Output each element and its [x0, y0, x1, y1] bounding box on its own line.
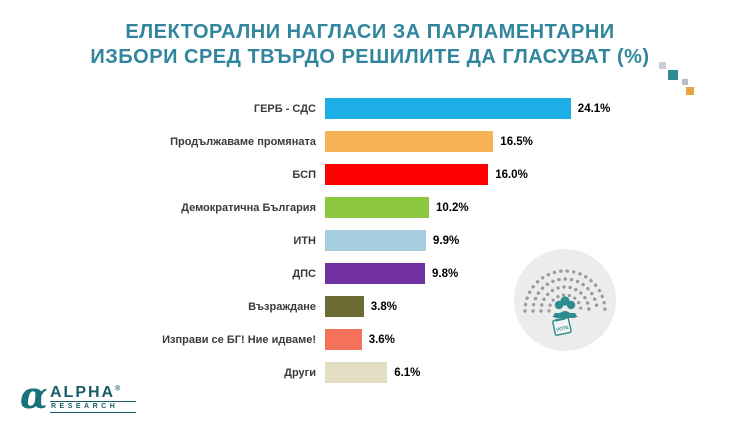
alpha-research-logo: ɑ ALPHA® RESEARCH — [20, 376, 150, 422]
bar-track: 9.8% — [325, 263, 458, 284]
bar-value: 3.8% — [370, 300, 398, 313]
bar-value: 6.1% — [394, 366, 421, 379]
logo-text: ALPHA® — [50, 384, 123, 401]
bar — [325, 263, 425, 284]
bar-label: Продължаваме промяната — [170, 135, 316, 148]
bar-rows: ГЕРБ - СДС 24.1% Продължаваме промяната … — [0, 92, 620, 389]
bar-row: ДПС 9.8% — [0, 257, 620, 290]
logo-divider-bottom — [50, 412, 136, 413]
bar-chart: ГЕРБ - СДС 24.1% Продължаваме промяната … — [0, 92, 620, 389]
bar-value: 3.6% — [368, 333, 395, 346]
parliament-seats-icon: VOTE — [523, 269, 607, 336]
decor-square — [682, 79, 688, 85]
bar-row: Изправи се БГ! Ние идваме! 3.6% — [0, 323, 620, 356]
bar — [325, 230, 426, 251]
bar-track: 6.1% — [325, 362, 420, 383]
chart-title-line2: ИЗБОРИ СРЕД ТВЪРДО РЕШИЛИТЕ ДА ГЛАСУВАТ … — [90, 46, 650, 68]
bar-row: Продължаваме промяната 16.5% — [0, 125, 620, 158]
decor-square — [686, 87, 694, 95]
ballot-box-icon: VOTE — [552, 317, 572, 336]
bar-track: 3.8% — [325, 296, 397, 317]
bar-value: 16.0% — [495, 168, 528, 181]
bar-row: ИТН 9.9% — [0, 224, 620, 257]
bar — [325, 296, 364, 317]
bar-value: 9.9% — [433, 234, 460, 247]
voters-icon — [552, 296, 578, 318]
bar-label: Възраждане — [248, 300, 316, 313]
bar-track: 24.1% — [325, 98, 610, 119]
bar-label: Изправи се БГ! Ние идваме! — [162, 333, 316, 346]
bar-track: 3.6% — [325, 329, 395, 350]
bar-label: ГЕРБ - СДС — [253, 102, 316, 115]
bar-label: Други — [284, 366, 316, 379]
decor-square — [668, 70, 678, 80]
registered-mark: ® — [115, 385, 123, 393]
bar — [325, 329, 362, 350]
bar — [325, 131, 494, 152]
bar — [325, 197, 429, 218]
chart-title: ЕЛЕКТОРАЛНИ НАГЛАСИ ЗА ПАРЛАМЕНТАРНИ ИЗБ… — [0, 20, 740, 70]
bar-label: ИТН — [293, 234, 316, 247]
chart-title-line1: ЕЛЕКТОРАЛНИ НАГЛАСИ ЗА ПАРЛАМЕНТАРНИ — [125, 21, 615, 43]
logo-subtitle: RESEARCH — [51, 403, 119, 410]
decor-square — [659, 62, 666, 69]
bar-value: 24.1% — [577, 102, 611, 115]
logo-divider-top — [50, 401, 136, 402]
bar — [325, 164, 489, 185]
bar-track: 16.0% — [325, 164, 528, 185]
bar-track: 9.9% — [325, 230, 459, 251]
bar-row: Други 6.1% — [0, 356, 620, 389]
bar-value: 9.8% — [432, 267, 459, 280]
bar-row: Възраждане 3.8% — [0, 290, 620, 323]
bar-label: Демократична България — [181, 201, 316, 214]
bar-value: 10.2% — [436, 201, 469, 214]
bar — [325, 362, 388, 383]
bar-row: ГЕРБ - СДС 24.1% — [0, 92, 620, 125]
bar-track: 16.5% — [325, 131, 533, 152]
bar-track: 10.2% — [325, 197, 469, 218]
bar-label: ДПС — [292, 267, 316, 280]
vote-label: VOTE — [556, 325, 569, 332]
bar-value: 16.5% — [500, 135, 533, 148]
bar-label: БСП — [292, 168, 316, 181]
bar — [325, 98, 571, 119]
parliament-vote-badge: VOTE — [514, 249, 616, 351]
bar-row: БСП 16.0% — [0, 158, 620, 191]
alpha-glyph-icon: ɑ — [20, 375, 48, 417]
bar-row: Демократична България 10.2% — [0, 191, 620, 224]
